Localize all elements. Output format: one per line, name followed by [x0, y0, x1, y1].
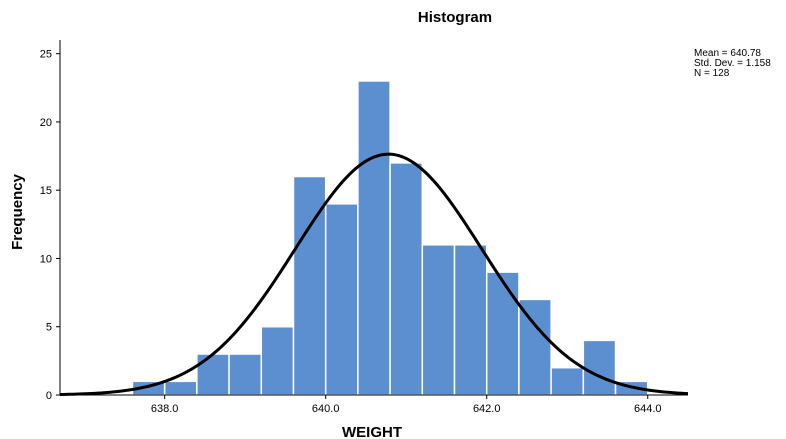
- x-tick-label: 638.0: [151, 403, 179, 415]
- histogram-bar-1: [163, 380, 198, 396]
- y-tick-label: 5: [46, 322, 52, 334]
- histogram-bar-12: [518, 298, 552, 396]
- histogram-bar-7: [357, 80, 391, 396]
- stats-std-dev: Std. Dev. = 1.158: [694, 58, 771, 69]
- histogram-bar-2: [196, 353, 230, 396]
- chart-title: Histogram: [418, 9, 492, 26]
- x-tick-label: 644.0: [634, 403, 662, 415]
- histogram-bar-4: [260, 325, 295, 396]
- histogram-bar-8: [389, 162, 424, 396]
- y-tick-label: 15: [40, 185, 52, 197]
- bars-group: [131, 80, 649, 396]
- x-axis-title: WEIGHT: [342, 424, 402, 439]
- histogram-bar-3: [228, 353, 263, 396]
- normal-curve-line: [59, 152, 689, 397]
- histogram-bar-9: [421, 244, 456, 396]
- stats-legend: Mean = 640.78 Std. Dev. = 1.158 N = 128: [694, 48, 771, 79]
- y-tick-label: 25: [40, 49, 52, 61]
- histogram-bar-10: [453, 244, 488, 396]
- x-tick-label: 642.0: [473, 403, 501, 415]
- y-tick-label: 0: [46, 390, 52, 402]
- histogram-bar-11: [485, 271, 520, 396]
- histogram-bar-13: [550, 366, 585, 396]
- y-axis-title: Frequency: [9, 173, 26, 250]
- y-axis-ticks: 0 5 10 15 20 25: [40, 49, 60, 402]
- stats-n: N = 128: [694, 68, 730, 79]
- histogram-bar-14: [582, 339, 617, 396]
- y-tick-label: 20: [40, 117, 52, 129]
- histogram-bar-6: [324, 203, 359, 396]
- stats-mean: Mean = 640.78: [694, 48, 761, 59]
- x-tick-label: 640.0: [312, 403, 340, 415]
- y-tick-label: 10: [40, 253, 52, 265]
- x-axis-ticks: 638.0 640.0 642.0 644.0: [151, 395, 662, 415]
